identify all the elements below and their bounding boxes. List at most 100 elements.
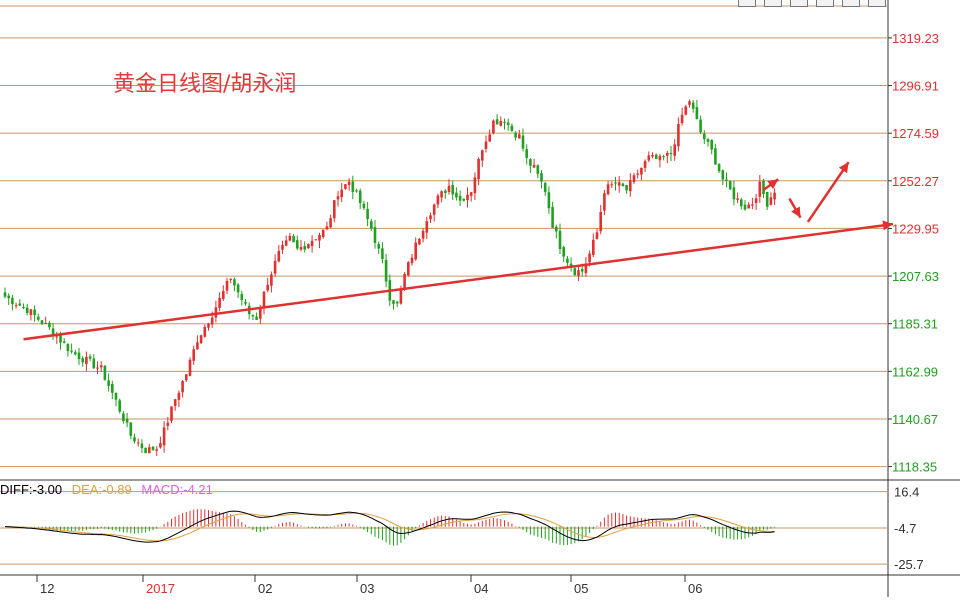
candle-body [529, 159, 532, 166]
candle-body [614, 182, 617, 184]
candle-body [562, 247, 565, 257]
toolbar-button-1[interactable] [738, 0, 756, 7]
candle-body [66, 344, 70, 352]
candle-body [555, 226, 558, 232]
candle-body [270, 274, 273, 286]
candle-body [743, 204, 747, 210]
candle-body [684, 106, 688, 115]
candle-body [273, 260, 277, 274]
candle-body [177, 392, 181, 400]
candle-body [266, 284, 269, 291]
candle-body [432, 204, 436, 215]
candle-body [233, 279, 236, 286]
candle-body [458, 195, 462, 201]
candle-body [92, 358, 96, 369]
candle-body [347, 181, 351, 185]
toolbar-button-5[interactable] [842, 0, 860, 7]
date-tick-label: 02 [258, 581, 272, 596]
candle-body [455, 192, 458, 198]
candle-body [303, 246, 306, 250]
candle-body [99, 365, 103, 368]
candle-body [277, 250, 281, 262]
candle-body [151, 446, 155, 451]
diff-label: DIFF:-3.00 [0, 482, 63, 497]
candle-body [640, 167, 643, 175]
candle-body [40, 320, 44, 325]
candle-body [410, 257, 414, 264]
price-tick-label: 1252.27 [892, 174, 939, 189]
candle-body [662, 156, 665, 158]
candle-body [299, 247, 303, 250]
candle-body [510, 125, 514, 131]
candle-body [355, 190, 358, 192]
candle-body [33, 309, 36, 316]
toolbar-button-4[interactable] [816, 0, 834, 7]
candle-body [503, 121, 506, 123]
date-tick-label: 03 [360, 581, 374, 596]
toolbar-button-6[interactable] [868, 0, 886, 7]
candle-body [111, 384, 114, 393]
candle-body [173, 399, 177, 406]
candle-body [492, 120, 495, 134]
candle-body [699, 119, 702, 133]
candle-body [196, 342, 199, 350]
candle-body [77, 352, 81, 360]
candle-body [329, 218, 332, 228]
candle-body [632, 175, 636, 182]
candle-body [525, 149, 528, 159]
candle-body [751, 204, 754, 206]
candle-body [395, 301, 399, 304]
candle-body [636, 173, 639, 175]
candle-body [481, 150, 484, 161]
candle-body [421, 230, 425, 239]
macd-tick-label: 16.4 [894, 485, 919, 500]
toolbar-button-2[interactable] [764, 0, 782, 7]
candle-body [606, 184, 610, 195]
candle-body [181, 381, 184, 393]
diff-line [4, 510, 775, 543]
candle-body [210, 317, 214, 325]
candle-body [107, 380, 110, 386]
candle-body [547, 192, 551, 209]
date-tick-label: 12 [40, 581, 54, 596]
candle-body [462, 198, 466, 201]
candle-body [488, 134, 491, 142]
candle-body [691, 102, 695, 109]
toolbar-button-3[interactable] [790, 0, 808, 7]
candle-body [651, 155, 654, 157]
candle-body [588, 253, 591, 263]
candle-body [22, 307, 25, 309]
candle-body [284, 240, 288, 246]
chart-title: 黄金日线图/胡永润 [113, 72, 297, 97]
candle-body [629, 180, 632, 192]
candle-body [625, 185, 628, 191]
macd-tick-label: -4.7 [894, 521, 916, 536]
candle-body [736, 198, 739, 200]
candle-body [728, 181, 732, 190]
candle-body [96, 367, 99, 369]
candle-body [714, 148, 717, 165]
candle-body [62, 341, 66, 343]
candle-body [155, 449, 158, 451]
candle-body [11, 297, 14, 305]
candle-body [255, 316, 258, 320]
candle-body [288, 235, 292, 241]
candle-body [103, 365, 107, 380]
candle-body [314, 239, 318, 241]
candle-body [643, 161, 647, 168]
candle-body [59, 334, 62, 343]
price-tick-label: 1118.35 [892, 460, 937, 475]
candle-body [610, 184, 614, 186]
candle-body [444, 190, 447, 193]
candle-body [18, 303, 22, 306]
candle-body [122, 413, 125, 422]
candle-body [144, 448, 147, 454]
date-tick-label: 2017 [146, 581, 175, 596]
candle-body [677, 124, 680, 147]
candle-body [521, 135, 525, 149]
candle-body [473, 177, 477, 194]
candle-body [321, 229, 325, 238]
candle-body [333, 200, 336, 219]
